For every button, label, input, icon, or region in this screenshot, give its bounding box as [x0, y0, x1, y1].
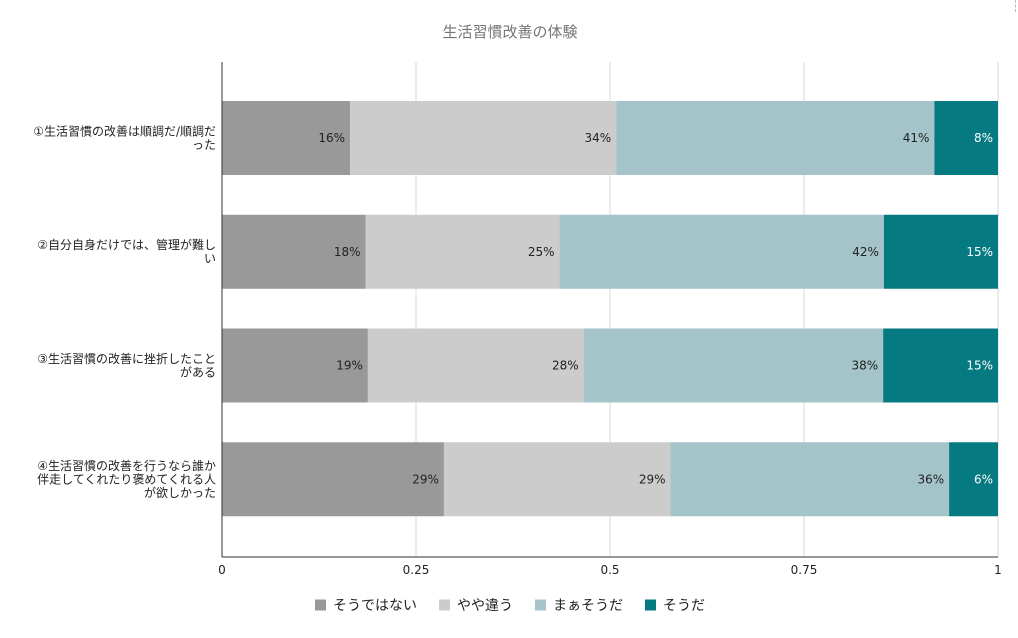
bar-segment-4-3: [670, 442, 950, 517]
value-label-3-3: 38%: [851, 359, 878, 373]
value-label-3-1: 19%: [336, 359, 363, 373]
legend-item-1: そうではない: [315, 598, 417, 614]
x-tick-label-2: 0.5: [600, 563, 619, 577]
legend-item-3: まぁそうだ: [535, 598, 623, 614]
value-label-2-1: 18%: [334, 245, 361, 259]
bar-segment-3-2: [367, 328, 584, 403]
legend-item-2: やや違う: [439, 598, 513, 614]
legend-swatch: [315, 599, 326, 611]
x-tick-label-1: 0.25: [403, 563, 430, 577]
bar-segment-4-1: [222, 442, 444, 517]
category-label-line: ③生活習慣の改善に挫折したこと: [37, 351, 216, 366]
bar-segment-2-2: [365, 214, 560, 289]
value-label-1-4: 8%: [974, 131, 993, 145]
category-label-line: ①生活習慣の改善は順調だ/順調だ: [33, 123, 216, 138]
value-label-4-3: 36%: [917, 472, 944, 486]
value-label-1-2: 34%: [585, 131, 612, 145]
category-label-line: 伴走してくれたり褒めてくれる人: [37, 472, 216, 486]
legend-swatch: [645, 599, 656, 611]
value-label-2-4: 15%: [966, 245, 993, 259]
legend-label: まぁそうだ: [553, 598, 623, 614]
value-label-4-1: 29%: [412, 472, 439, 486]
x-tick-label-4: 1: [994, 563, 1002, 577]
value-label-3-2: 28%: [552, 359, 579, 373]
legend-swatch: [439, 599, 450, 611]
value-label-2-2: 25%: [528, 245, 555, 259]
legend-label: そうだ: [663, 598, 705, 614]
x-tick-label-0: 0: [218, 563, 226, 577]
value-label-2-3: 42%: [852, 245, 879, 259]
legend: そうではない やや違う まぁそうだ そうだ: [315, 598, 705, 614]
category-label-3: ③生活習慣の改善に挫折したことがある: [37, 351, 216, 380]
value-labels: 16% 34% 41% 8% 18% 25% 42% 15% 19% 28% 38% 15% 29% 29…: [318, 131, 993, 486]
window-edge-mark: [1015, 0, 1016, 12]
value-label-4-4: 6%: [974, 472, 993, 486]
chart-title: 生活習慣改善の体験: [442, 23, 577, 41]
category-labels: ①生活習慣の改善は順調だ/順調だった ②自分自身だけでは、管理が難しい ③生活習慣の…: [33, 123, 216, 500]
bar-segment-1-1: [222, 101, 351, 175]
value-label-1-3: 41%: [903, 131, 930, 145]
value-label-3-4: 15%: [966, 359, 993, 373]
category-label-line: ④生活習慣の改善を行うなら誰か: [37, 458, 216, 473]
legend-label: そうではない: [333, 598, 417, 614]
axes: [221, 62, 998, 558]
x-tick-labels: 0 0.25 0.5 0.75 1: [218, 563, 1002, 577]
bar-segment-2-4: [883, 214, 998, 289]
bars: [222, 101, 998, 517]
bar-segment-1-4: [934, 101, 998, 175]
bar-segment-1-3: [616, 101, 935, 175]
category-label-4: ④生活習慣の改善を行うなら誰か伴走してくれたり褒めてくれる人が欲しかった: [37, 458, 216, 500]
category-label-line: が欲しかった: [144, 485, 216, 500]
bar-segment-4-4: [949, 442, 998, 517]
x-tick-label-3: 0.75: [791, 563, 818, 577]
legend-label: やや違う: [457, 598, 513, 614]
legend-swatch: [535, 599, 546, 611]
bar-segment-4-2: [443, 442, 671, 517]
bar-segment-3-1: [222, 328, 368, 403]
category-label-line: い: [204, 252, 216, 266]
bar-segment-3-4: [883, 328, 998, 403]
category-label-line: がある: [180, 364, 216, 379]
bar-segment-3-3: [583, 328, 884, 403]
category-label-line: ②自分自身だけでは、管理が難し: [37, 237, 216, 252]
bar-segment-1-2: [350, 101, 617, 175]
bar-segment-2-1: [222, 214, 366, 289]
value-label-1-1: 16%: [318, 131, 345, 145]
value-label-4-2: 29%: [639, 472, 666, 486]
category-label-2: ②自分自身だけでは、管理が難しい: [37, 237, 216, 266]
legend-item-4: そうだ: [645, 598, 705, 614]
category-label-line: った: [192, 138, 216, 152]
category-label-1: ①生活習慣の改善は順調だ/順調だった: [33, 123, 216, 152]
bar-segment-2-3: [559, 214, 884, 289]
